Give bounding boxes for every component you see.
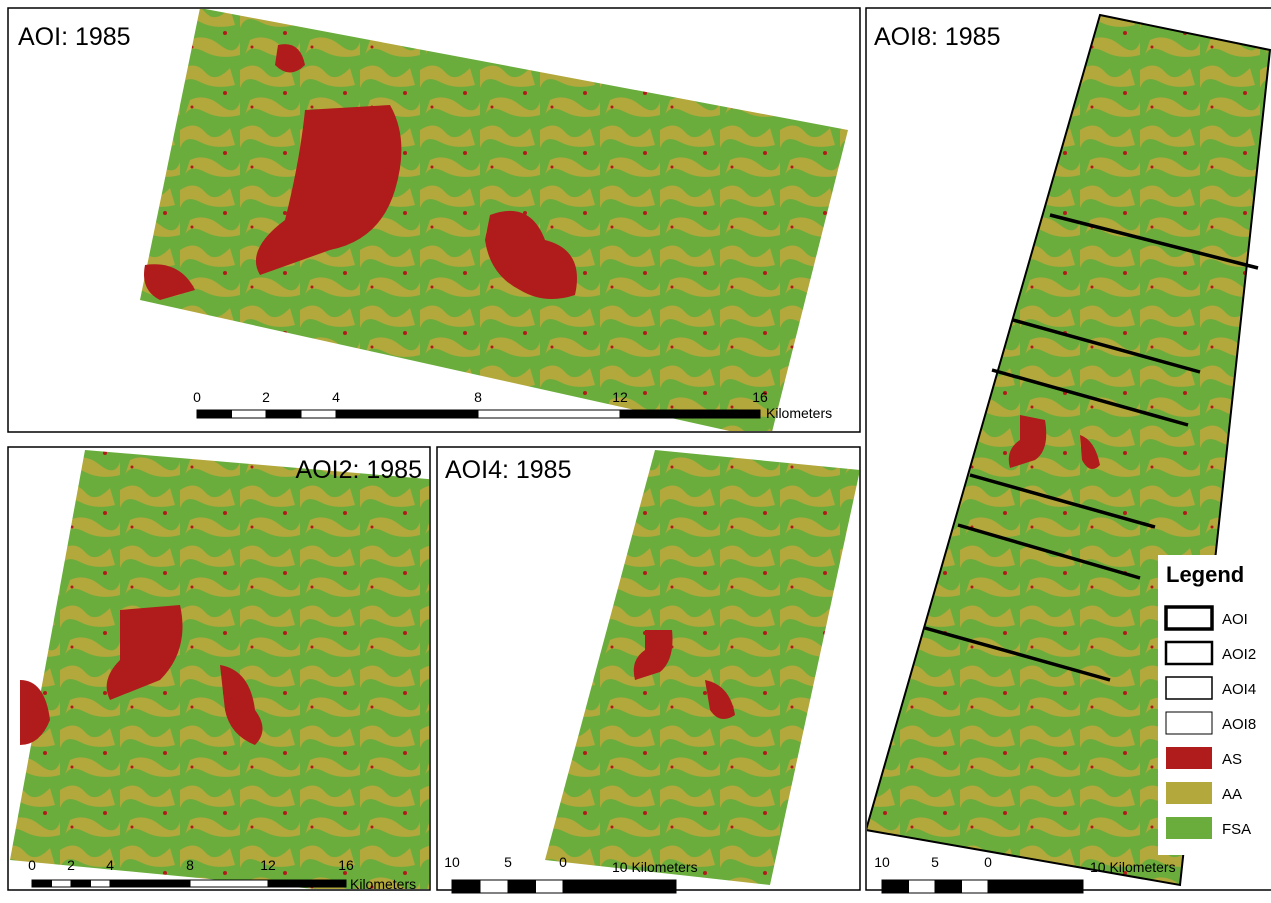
scale-label: 12 bbox=[612, 389, 628, 405]
scale-unit: 10 Kilometers bbox=[1090, 859, 1176, 875]
scale-label: 0 bbox=[193, 389, 201, 405]
scale-label: 16 bbox=[752, 389, 768, 405]
legend-label: AOI4 bbox=[1222, 681, 1256, 698]
scale-label: 8 bbox=[186, 857, 194, 873]
legend-swatch bbox=[1166, 817, 1212, 839]
scale-segment bbox=[268, 880, 346, 887]
scale-label: 10 bbox=[444, 854, 460, 870]
scale-segment bbox=[71, 880, 91, 887]
map-aoi2 bbox=[10, 450, 440, 898]
legend-label: AOI8 bbox=[1222, 716, 1256, 733]
scale-segment bbox=[563, 880, 676, 893]
scale-segment bbox=[91, 880, 111, 887]
scale-segment bbox=[452, 880, 480, 893]
scale-unit: Kilometers bbox=[766, 405, 832, 421]
map-shape bbox=[545, 450, 860, 885]
legend-swatch bbox=[1166, 747, 1212, 769]
scale-segment bbox=[190, 880, 268, 887]
scale-segment bbox=[32, 880, 52, 887]
scale-label: 2 bbox=[67, 857, 75, 873]
scale-segment bbox=[508, 880, 536, 893]
panel-title: AOI2: 1985 bbox=[296, 456, 422, 484]
scale-segment bbox=[620, 410, 760, 418]
scale-segment bbox=[301, 410, 336, 418]
legend-label: AOI bbox=[1222, 611, 1248, 628]
scale-segment bbox=[882, 880, 909, 893]
scale-label: 12 bbox=[260, 857, 276, 873]
figure: AOI: 1985 AOI2: 1985 AOI4: 1985 AOI8: 19… bbox=[0, 0, 1271, 898]
scale-label: 16 bbox=[338, 857, 354, 873]
scale-segment bbox=[478, 410, 620, 418]
panel-title: AOI4: 1985 bbox=[445, 456, 571, 484]
legend-swatch bbox=[1166, 782, 1212, 804]
scale-segment bbox=[266, 410, 301, 418]
scale-label: 8 bbox=[474, 389, 482, 405]
scale-segment bbox=[988, 880, 1083, 893]
scale-label: 4 bbox=[106, 857, 114, 873]
scale-segment bbox=[110, 880, 190, 887]
scale-segment bbox=[336, 410, 478, 418]
scale-segment bbox=[935, 880, 962, 893]
scale-label: 0 bbox=[559, 854, 567, 870]
legend-title: Legend bbox=[1166, 562, 1244, 587]
legend-label: AA bbox=[1222, 786, 1242, 803]
map-shape bbox=[1158, 555, 1271, 855]
map-aoi bbox=[140, 8, 848, 440]
map-aoi4 bbox=[545, 450, 860, 885]
scale-unit: 10 Kilometers bbox=[612, 859, 698, 875]
scale-segment bbox=[52, 880, 72, 887]
scale-unit: Kilometers bbox=[350, 876, 416, 892]
legend: Legend AOI AOI2 AOI4 AOI8 AS AA FSA bbox=[1158, 555, 1271, 855]
scale-label: 0 bbox=[28, 857, 36, 873]
scale-label: 10 bbox=[874, 854, 890, 870]
scale-label: 5 bbox=[504, 854, 512, 870]
scale-label: 0 bbox=[984, 854, 992, 870]
scale-segment bbox=[536, 880, 564, 893]
panel-title: AOI8: 1985 bbox=[874, 23, 1000, 51]
scale-label: 5 bbox=[931, 854, 939, 870]
scale-label: 2 bbox=[262, 389, 270, 405]
scale-segment bbox=[197, 410, 232, 418]
scale-segment bbox=[232, 410, 267, 418]
scale-segment bbox=[962, 880, 989, 893]
panel-title: AOI: 1985 bbox=[18, 23, 131, 51]
scale-segment bbox=[909, 880, 936, 893]
legend-label: AS bbox=[1222, 751, 1242, 768]
legend-label: FSA bbox=[1222, 821, 1251, 838]
scale-label: 4 bbox=[332, 389, 340, 405]
scale-segment bbox=[480, 880, 508, 893]
legend-label: AOI2 bbox=[1222, 646, 1256, 663]
